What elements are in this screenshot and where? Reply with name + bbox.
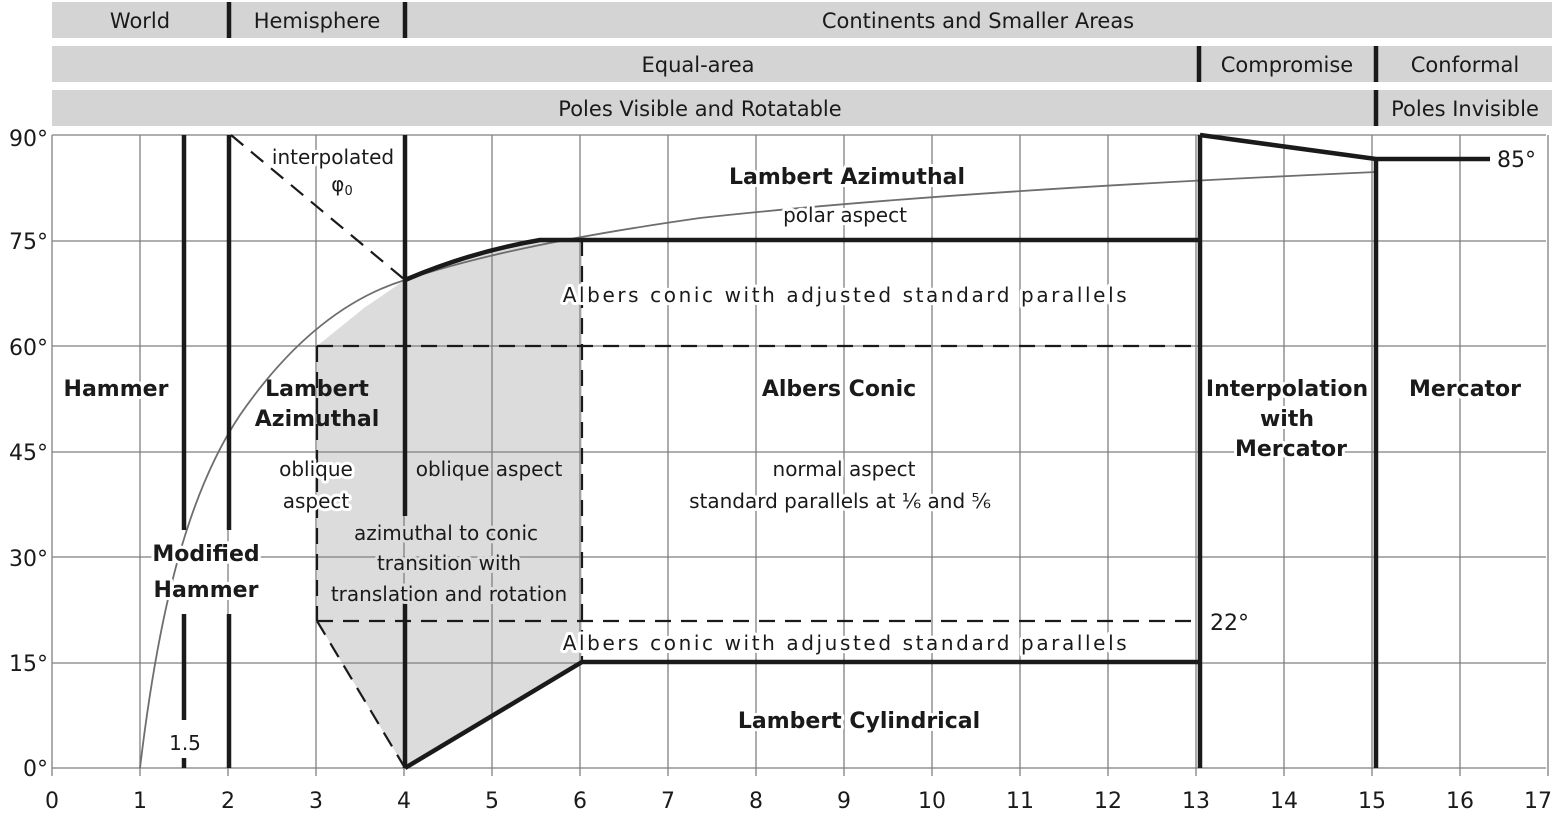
band-continents: Continents and Smaller Areas	[822, 9, 1134, 33]
band-world: World	[110, 9, 170, 33]
label-phi0-subscript: 0	[344, 184, 352, 199]
label-oblique-aspect: oblique aspect	[416, 457, 563, 481]
y-tick: 15°	[9, 652, 48, 677]
transition-zone-fill	[317, 240, 582, 768]
y-tick: 0°	[23, 757, 48, 782]
poles-band: Poles Visible and Rotatable Poles Invisi…	[52, 90, 1552, 126]
label-transition-line-3: translation and rotation	[331, 582, 567, 606]
y-tick: 60°	[9, 336, 48, 361]
y-tick: 45°	[9, 441, 48, 466]
label-interpolation-2: with	[1260, 407, 1314, 432]
x-tick: 2	[221, 789, 235, 813]
label-lambert-cylindrical: Lambert Cylindrical	[738, 709, 980, 734]
band-compromise: Compromise	[1221, 53, 1353, 77]
label-lambert-azimuthal-polar: Lambert Azimuthal	[729, 165, 965, 190]
band-equal-area: Equal-area	[641, 53, 754, 77]
x-tick: 0	[45, 789, 59, 813]
scale-band-bg	[52, 2, 1552, 38]
label-normal-aspect: normal aspect	[773, 457, 916, 481]
y-tick: 75°	[9, 230, 48, 255]
x-tick: 7	[661, 789, 675, 813]
x-tick: 14	[1270, 789, 1298, 813]
x-tick: 1	[133, 789, 147, 813]
label-hammer: Hammer	[64, 377, 169, 402]
label-value-85: 85°	[1497, 148, 1536, 173]
x-tick: 8	[749, 789, 763, 813]
band-conformal: Conformal	[1411, 53, 1520, 77]
region-labels: interpolated φ0 Lambert Azimuthal polar …	[61, 142, 1539, 758]
x-tick: 10	[918, 789, 946, 813]
band-hemisphere: Hemisphere	[254, 9, 381, 33]
x-tick: 15	[1358, 789, 1386, 813]
label-lambert-oblique-2: Azimuthal	[255, 407, 380, 432]
x-tick: 9	[837, 789, 851, 813]
x-tick: 6	[573, 789, 587, 813]
label-polar-aspect: polar aspect	[783, 203, 907, 227]
hammer-limit-curve	[139, 171, 1377, 769]
label-value-22: 22°	[1210, 611, 1249, 636]
band-poles-invisible: Poles Invisible	[1391, 97, 1539, 121]
x-tick: 16	[1446, 789, 1474, 813]
y-tick: 30°	[9, 547, 48, 572]
property-band: Equal-area Compromise Conformal	[52, 46, 1552, 82]
label-interpolation-3: Mercator	[1235, 437, 1347, 462]
label-albers-adjusted-upper: Albers conic with adjusted standard para…	[563, 283, 1130, 307]
x-tick: 5	[485, 789, 499, 813]
label-albers-conic: Albers Conic	[762, 377, 916, 402]
label-standard-parallels: standard parallels at ⅙ and ⅚	[689, 489, 991, 513]
label-transition-line-2: transition with	[377, 551, 521, 575]
label-oblique: oblique	[279, 457, 353, 481]
x-tick: 12	[1094, 789, 1122, 813]
label-phi0: φ0	[331, 172, 352, 199]
label-interpolated: interpolated	[272, 145, 394, 169]
label-mercator: Mercator	[1409, 377, 1521, 402]
y-axis-ticks: 0° 15° 30° 45° 60° 75° 90°	[9, 127, 48, 782]
label-aspect: aspect	[283, 489, 350, 513]
label-albers-adjusted-lower: Albers conic with adjusted standard para…	[563, 631, 1130, 655]
thick-boundaries	[181, 132, 1490, 770]
x-tick: 17	[1524, 789, 1552, 813]
label-value-1-5: 1.5	[169, 731, 201, 755]
label-interpolation-1: Interpolation	[1206, 377, 1368, 402]
x-tick: 13	[1182, 789, 1210, 813]
label-transition-line-1: azimuthal to conic	[354, 521, 538, 545]
label-lambert-oblique-1: Lambert	[265, 377, 369, 402]
property-band-bg	[52, 46, 1552, 82]
label-modified-hammer-2: Hammer	[154, 578, 259, 603]
scale-band: World Hemisphere Continents and Smaller …	[52, 2, 1552, 38]
label-modified-hammer-1: Modified	[152, 542, 259, 567]
dashed-boundaries	[230, 134, 1200, 769]
x-tick: 3	[309, 789, 323, 813]
poles-band-bg	[52, 90, 1552, 126]
x-tick: 11	[1006, 789, 1034, 813]
x-tick: 4	[397, 789, 411, 813]
band-poles-visible: Poles Visible and Rotatable	[558, 97, 841, 121]
x-axis-ticks: 0 1 2 3 4 5 6 7 8 9 10 11 12 13 14 15 16…	[45, 789, 1552, 813]
y-tick: 90°	[9, 127, 48, 152]
